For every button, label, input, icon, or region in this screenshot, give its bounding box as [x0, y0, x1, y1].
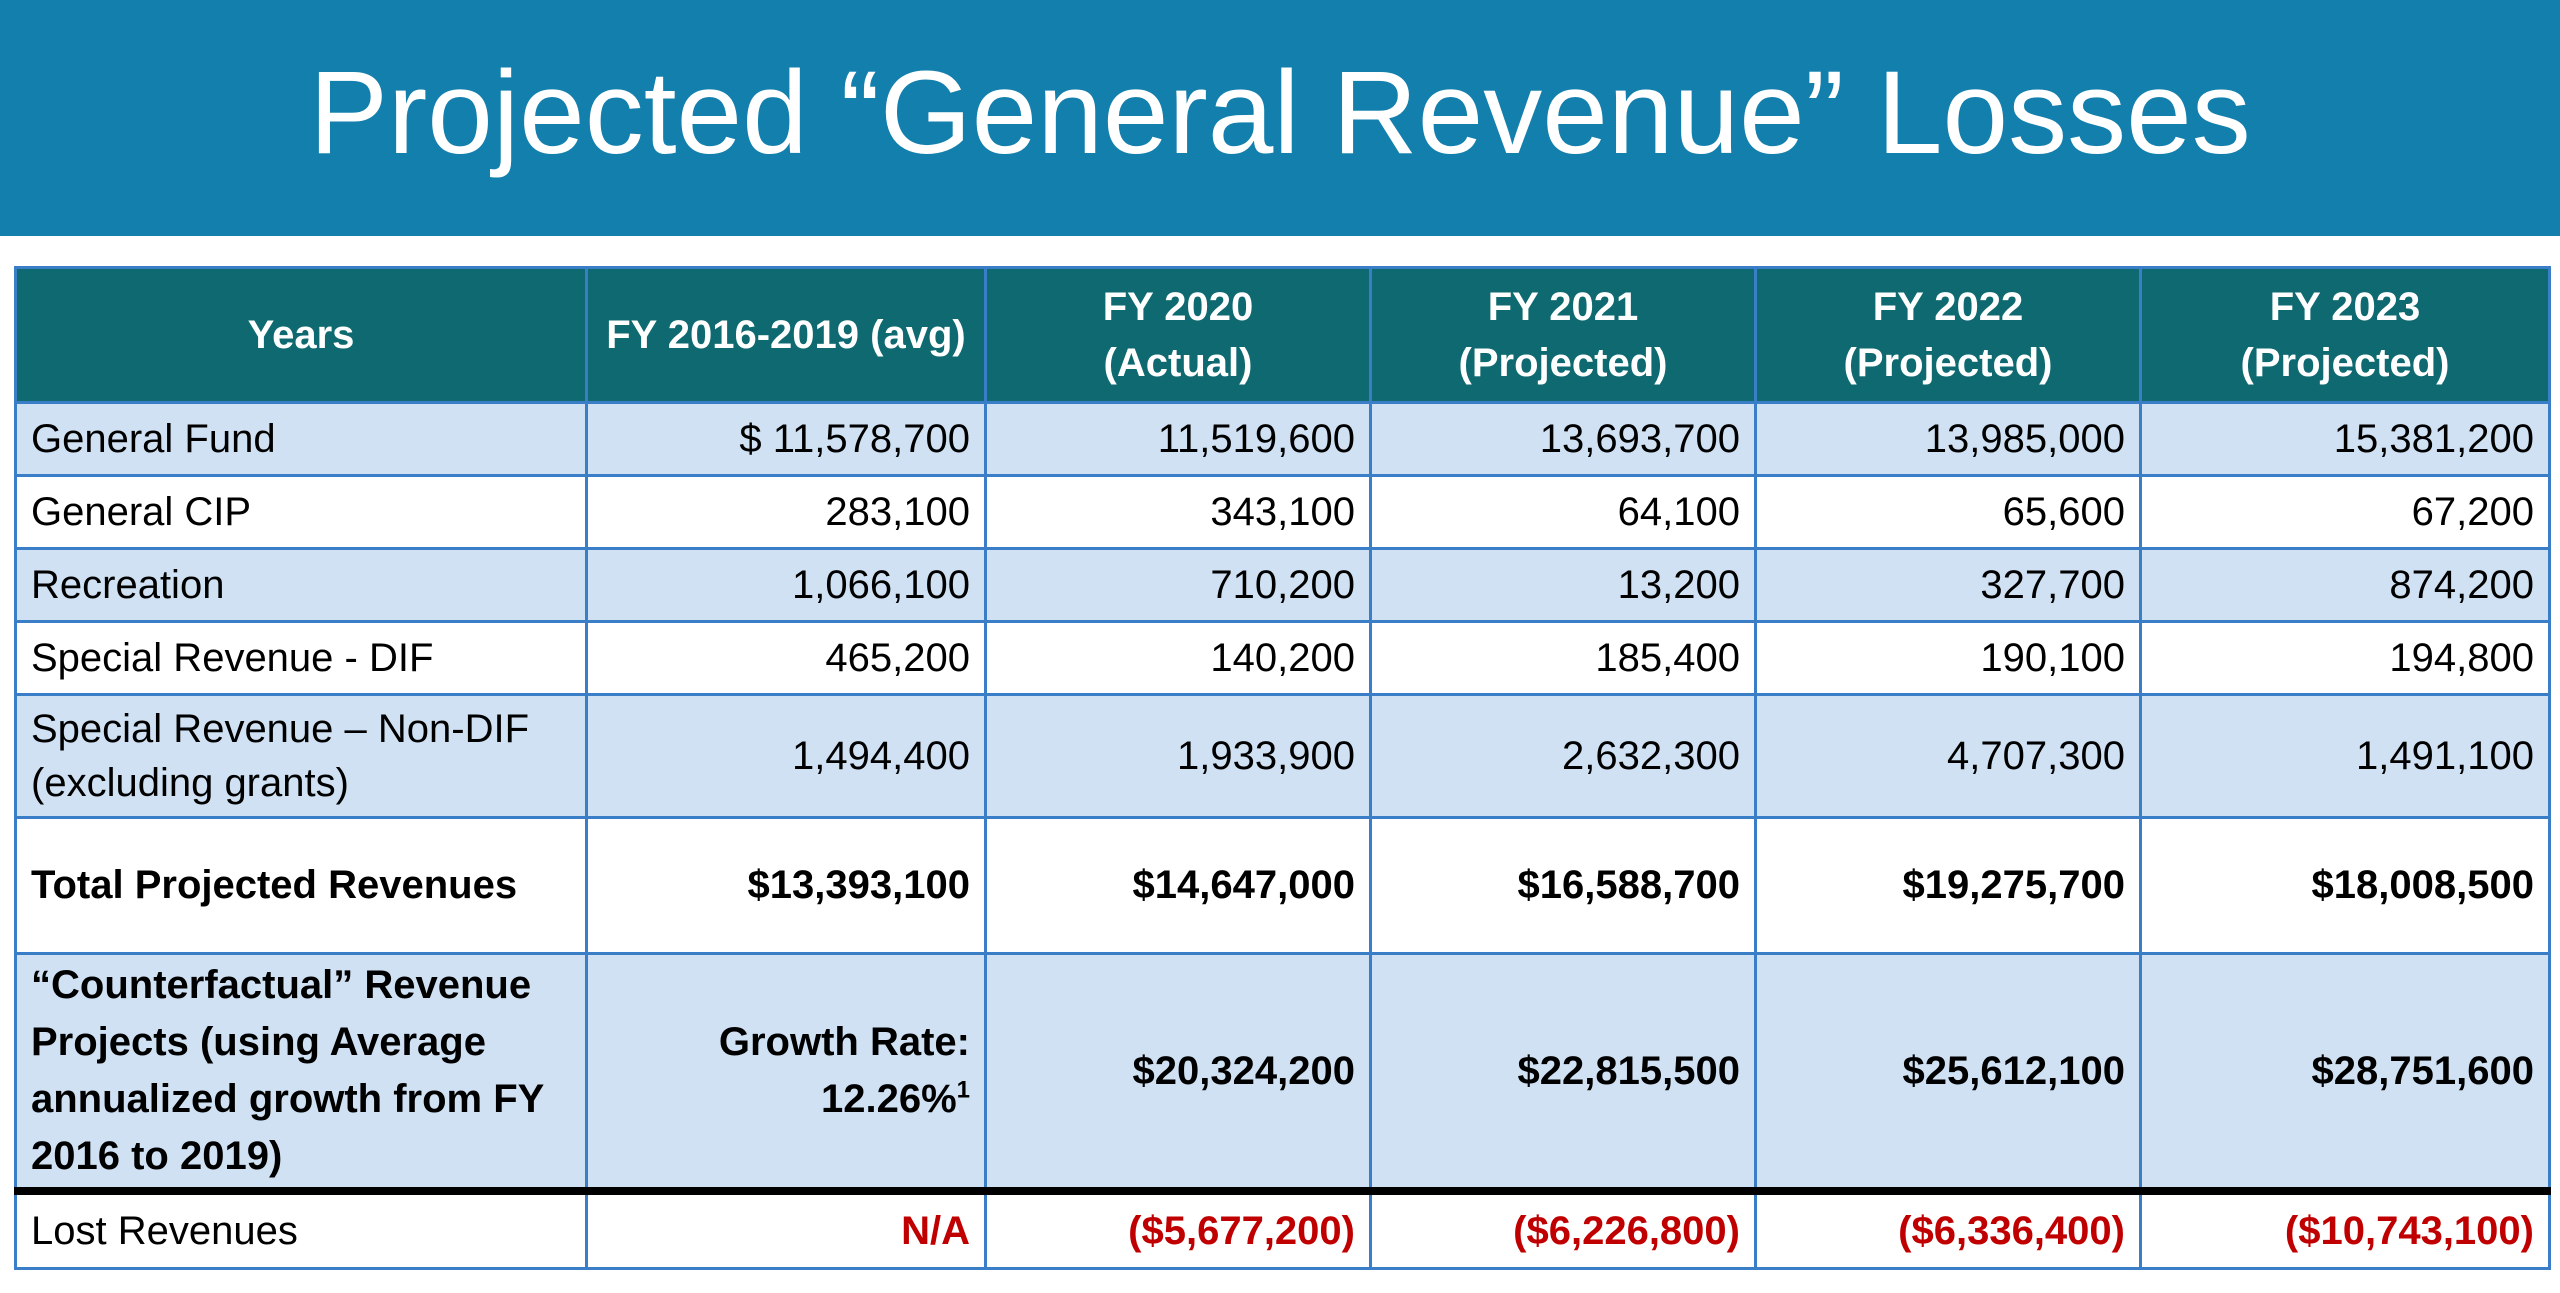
- header-fy2023: FY 2023 (Projected): [2139, 266, 2551, 404]
- cell-value: $14,647,000: [984, 816, 1372, 955]
- row-label: General Fund: [14, 401, 588, 477]
- growth-rate-value: 12.26%: [820, 1077, 957, 1121]
- cell-value: 140,200: [984, 620, 1372, 696]
- cell-value: 13,985,000: [1754, 401, 2142, 477]
- cell-value: $25,612,100: [1754, 952, 2142, 1193]
- row-label-line: annualized growth from FY: [31, 1077, 545, 1121]
- row-label: “Counterfactual” Revenue Projects (using…: [14, 952, 588, 1193]
- cell-value: 874,200: [2139, 547, 2551, 623]
- cell-value: $16,588,700: [1369, 816, 1757, 955]
- row-label-line: 2016 to 2019): [31, 1133, 283, 1178]
- header-fy2023-year: FY 2023: [2269, 285, 2421, 329]
- row-total-projected-revenues: Total Projected Revenues $13,393,100 $14…: [14, 816, 2551, 955]
- row-special-revenue-non-dif: Special Revenue – Non-DIF (excluding gra…: [14, 693, 2551, 819]
- cell-value: ($6,336,400): [1754, 1187, 2142, 1270]
- cell-value: 13,200: [1369, 547, 1757, 623]
- growth-rate-label: Growth Rate:: [718, 1020, 970, 1065]
- header-fy2020-year: FY 2020: [1102, 285, 1254, 329]
- header-fy2021-year: FY 2021: [1487, 285, 1639, 329]
- row-label-line: (excluding grants): [31, 761, 349, 805]
- title-banner: Projected “General Revenue” Losses: [0, 0, 2560, 236]
- cell-value: 465,200: [585, 620, 987, 696]
- cell-value: ($5,677,200): [984, 1187, 1372, 1270]
- cell-value: 15,381,200: [2139, 401, 2551, 477]
- header-fy2022-year: FY 2022: [1872, 285, 2024, 329]
- slide-title: Projected “General Revenue” Losses: [309, 47, 2251, 179]
- row-label: Special Revenue – Non-DIF (excluding gra…: [14, 693, 588, 819]
- header-fy2022: FY 2022 (Projected): [1754, 266, 2142, 404]
- cell-value: 11,519,600: [984, 401, 1372, 477]
- cell-value: 327,700: [1754, 547, 2142, 623]
- cell-value: 185,400: [1369, 620, 1757, 696]
- row-lost-revenues: Lost Revenues N/A ($5,677,200) ($6,226,8…: [14, 1187, 2551, 1270]
- header-fy2021: FY 2021 (Projected): [1369, 266, 1757, 404]
- cell-value: 65,600: [1754, 474, 2142, 550]
- cell-value: 2,632,300: [1369, 693, 1757, 819]
- cell-value: $ 11,578,700: [585, 401, 987, 477]
- cell-value: 1,491,100: [2139, 693, 2551, 819]
- row-counterfactual-revenue: “Counterfactual” Revenue Projects (using…: [14, 952, 2551, 1193]
- cell-value: ($10,743,100): [2139, 1187, 2551, 1270]
- row-recreation: Recreation 1,066,100 710,200 13,200 327,…: [14, 547, 2551, 623]
- header-fy2020: FY 2020 (Actual): [984, 266, 1372, 404]
- cell-value: 283,100: [585, 474, 987, 550]
- row-label-line: “Counterfactual” Revenue: [31, 963, 532, 1008]
- row-label: Lost Revenues: [14, 1187, 588, 1270]
- cell-value: 1,494,400: [585, 693, 987, 819]
- cell-value: 190,100: [1754, 620, 2142, 696]
- row-general-cip: General CIP 283,100 343,100 64,100 65,60…: [14, 474, 2551, 550]
- cell-value: 1,933,900: [984, 693, 1372, 819]
- cell-value: 710,200: [984, 547, 1372, 623]
- row-general-fund: General Fund $ 11,578,700 11,519,600 13,…: [14, 401, 2551, 477]
- cell-value: 194,800: [2139, 620, 2551, 696]
- header-fy2020-status: (Actual): [1103, 341, 1253, 385]
- header-fy2022-status: (Projected): [1843, 341, 2053, 385]
- row-label-line: Special Revenue – Non-DIF: [31, 707, 530, 751]
- cell-value: N/A: [585, 1187, 987, 1270]
- cell-value: 1,066,100: [585, 547, 987, 623]
- row-label: General CIP: [14, 474, 588, 550]
- row-label-line: Projects (using Average: [31, 1020, 486, 1065]
- cell-value: 343,100: [984, 474, 1372, 550]
- header-years: Years: [14, 266, 588, 404]
- header-fy2021-status: (Projected): [1458, 341, 1668, 385]
- cell-value: $28,751,600: [2139, 952, 2551, 1193]
- header-fy2016-2019: FY 2016-2019 (avg): [585, 266, 987, 404]
- cell-value: 64,100: [1369, 474, 1757, 550]
- header-fy2016-2019-label: FY 2016-2019 (avg): [606, 313, 966, 357]
- table-header-row: Years FY 2016-2019 (avg) FY 2020 (Actual…: [14, 266, 2551, 404]
- cell-value: 4,707,300: [1754, 693, 2142, 819]
- row-label: Special Revenue - DIF: [14, 620, 588, 696]
- row-label: Total Projected Revenues: [14, 816, 588, 955]
- cell-value: ($6,226,800): [1369, 1187, 1757, 1270]
- cell-value: $22,815,500: [1369, 952, 1757, 1193]
- row-label: Recreation: [14, 547, 588, 623]
- header-fy2023-status: (Projected): [2240, 341, 2450, 385]
- footnote-marker: 1: [956, 1076, 970, 1104]
- cell-value: 67,200: [2139, 474, 2551, 550]
- header-years-label: Years: [247, 313, 355, 357]
- cell-value: $13,393,100: [585, 816, 987, 955]
- cell-value: $20,324,200: [984, 952, 1372, 1193]
- growth-rate-cell: Growth Rate: 12.26%1: [585, 952, 987, 1193]
- cell-value: $19,275,700: [1754, 816, 2142, 955]
- row-special-revenue-dif: Special Revenue - DIF 465,200 140,200 18…: [14, 620, 2551, 696]
- cell-value: 13,693,700: [1369, 401, 1757, 477]
- revenue-table: Years FY 2016-2019 (avg) FY 2020 (Actual…: [14, 266, 2551, 1270]
- cell-value: $18,008,500: [2139, 816, 2551, 955]
